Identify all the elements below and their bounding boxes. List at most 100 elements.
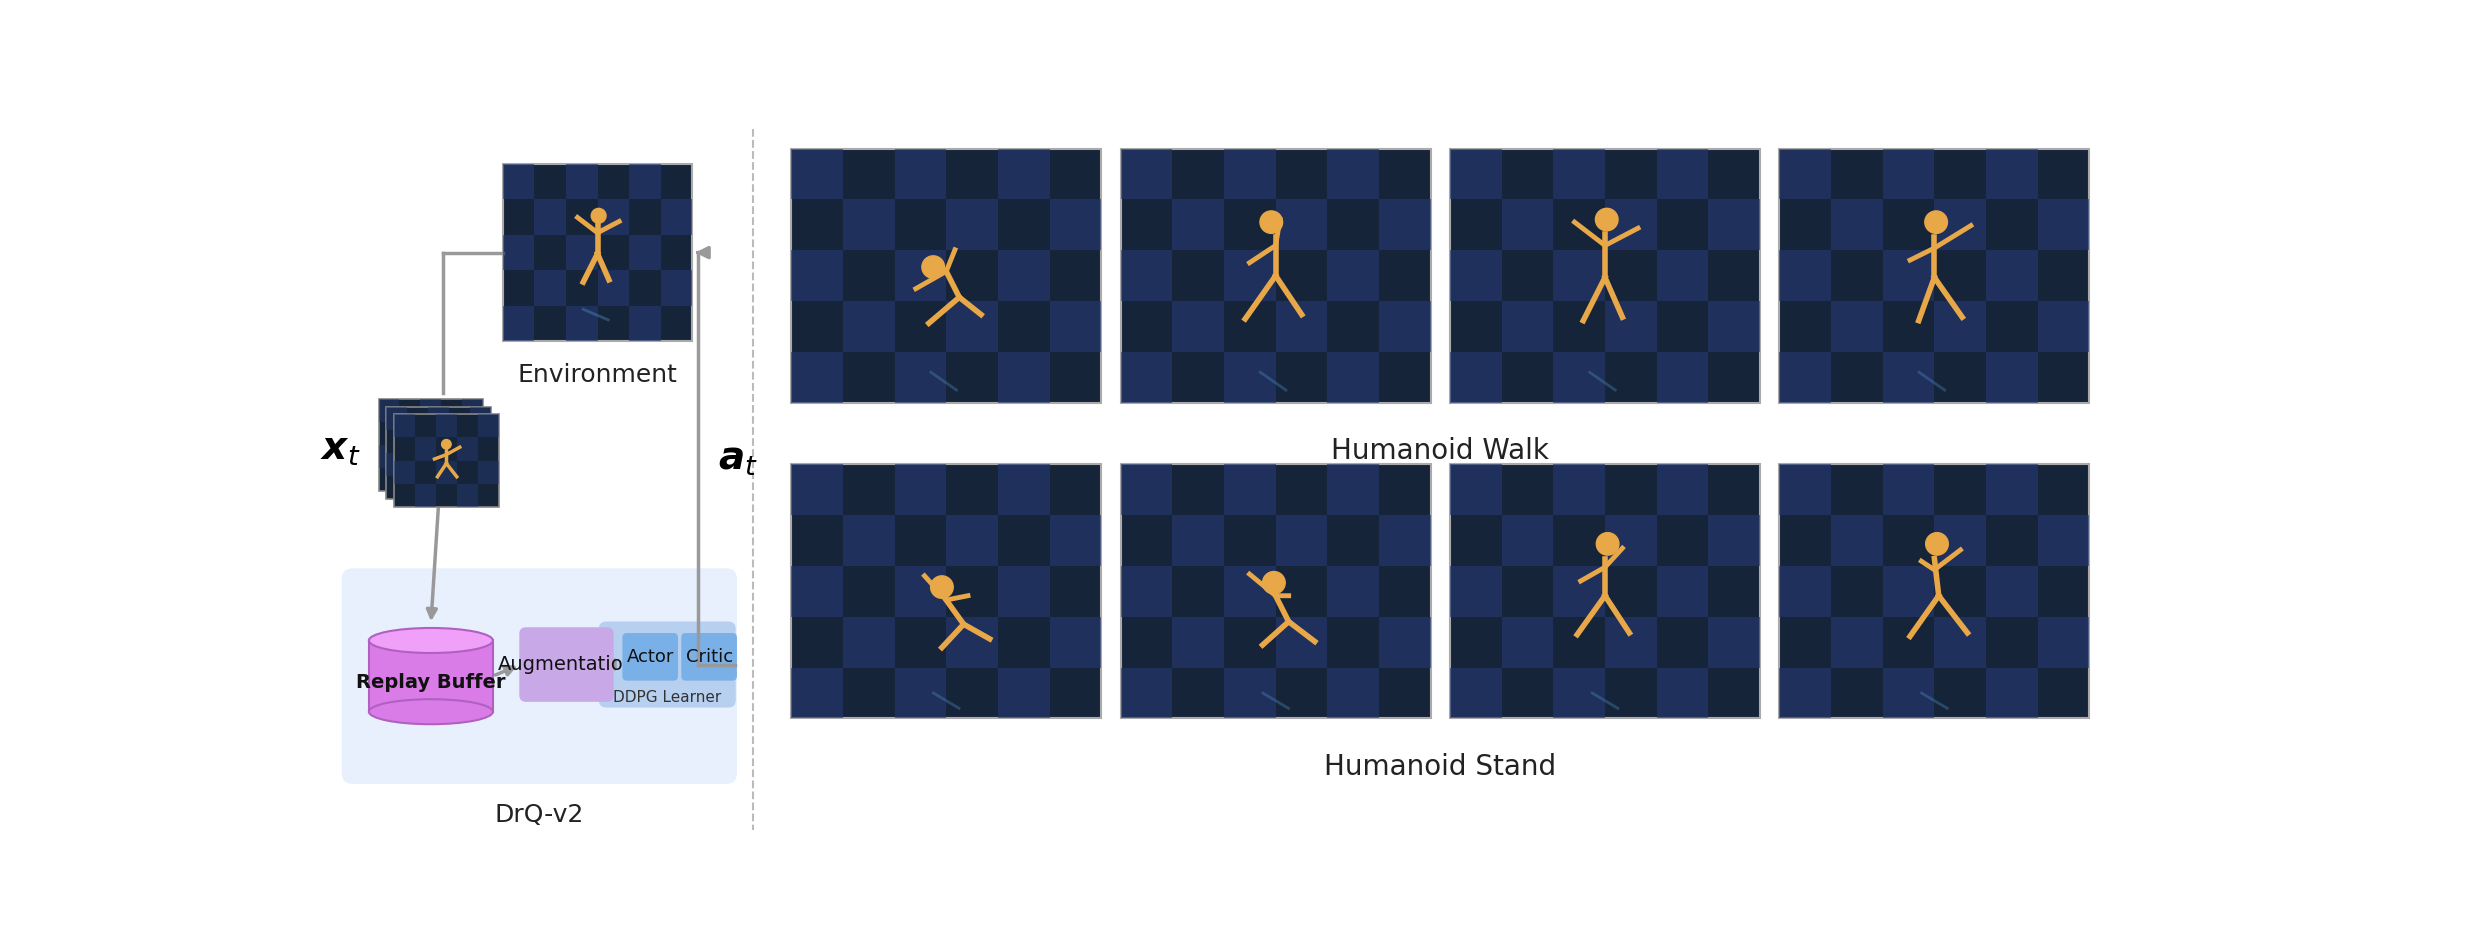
Bar xyxy=(567,164,597,200)
Circle shape xyxy=(1260,211,1283,234)
Bar xyxy=(997,566,1049,617)
Bar xyxy=(1656,148,1708,199)
Bar xyxy=(395,461,415,484)
Bar xyxy=(1554,566,1606,617)
Bar xyxy=(1882,148,1934,199)
Text: Actor: Actor xyxy=(626,648,674,666)
Bar xyxy=(1780,148,1832,199)
Bar xyxy=(597,200,629,235)
Bar xyxy=(1275,617,1328,668)
Circle shape xyxy=(1596,208,1618,231)
FancyBboxPatch shape xyxy=(1449,148,1760,403)
Bar xyxy=(502,306,534,341)
Bar xyxy=(1049,301,1101,352)
Bar xyxy=(1780,465,1832,515)
Bar xyxy=(435,414,457,437)
Circle shape xyxy=(443,440,450,449)
Bar xyxy=(450,429,470,453)
Bar xyxy=(1328,566,1380,617)
Bar xyxy=(1656,668,1708,718)
Text: Critic: Critic xyxy=(686,648,733,666)
Bar xyxy=(1832,200,1882,250)
Bar xyxy=(791,250,843,301)
Bar xyxy=(895,465,947,515)
Bar xyxy=(1328,250,1380,301)
Bar xyxy=(2039,515,2088,566)
FancyBboxPatch shape xyxy=(341,568,736,784)
Bar xyxy=(443,422,462,446)
Bar xyxy=(1986,148,2039,199)
Bar xyxy=(1656,250,1708,301)
Bar xyxy=(1606,301,1656,352)
Bar xyxy=(1986,465,2039,515)
Bar xyxy=(947,515,997,566)
FancyBboxPatch shape xyxy=(1121,465,1429,718)
Text: Augmentation: Augmentation xyxy=(497,656,636,674)
Bar xyxy=(895,566,947,617)
Bar xyxy=(997,250,1049,301)
Bar xyxy=(420,399,443,422)
Bar xyxy=(1049,515,1101,566)
Bar xyxy=(1328,465,1380,515)
Bar xyxy=(1780,250,1832,301)
Bar xyxy=(2039,200,2088,250)
Bar xyxy=(567,235,597,271)
Bar xyxy=(1832,515,1882,566)
FancyBboxPatch shape xyxy=(791,465,1101,718)
Bar xyxy=(462,399,482,422)
Bar xyxy=(457,484,477,506)
Bar xyxy=(1380,515,1429,566)
Bar xyxy=(400,468,420,491)
Bar xyxy=(947,617,997,668)
Bar xyxy=(385,453,408,476)
Bar xyxy=(1934,617,1986,668)
Bar xyxy=(1986,250,2039,301)
Ellipse shape xyxy=(368,628,492,653)
Bar xyxy=(1502,301,1554,352)
Bar xyxy=(1882,668,1934,718)
Bar xyxy=(1882,566,1934,617)
Bar xyxy=(567,306,597,341)
Bar xyxy=(1832,617,1882,668)
Bar xyxy=(895,352,947,403)
Bar xyxy=(1275,301,1328,352)
Bar xyxy=(1328,352,1380,403)
Bar xyxy=(895,250,947,301)
FancyBboxPatch shape xyxy=(395,414,500,506)
Bar xyxy=(435,461,457,484)
Bar xyxy=(1223,668,1275,718)
Bar xyxy=(1173,617,1223,668)
Bar xyxy=(1708,301,1760,352)
Circle shape xyxy=(1927,533,1949,555)
FancyBboxPatch shape xyxy=(599,622,736,707)
Bar xyxy=(1554,148,1606,199)
Bar xyxy=(385,407,408,429)
Bar xyxy=(1882,465,1934,515)
FancyBboxPatch shape xyxy=(1780,465,2088,718)
Circle shape xyxy=(1924,211,1947,234)
Bar xyxy=(1173,200,1223,250)
Bar xyxy=(947,301,997,352)
Bar xyxy=(1049,200,1101,250)
Bar xyxy=(1121,352,1173,403)
Bar xyxy=(1708,200,1760,250)
Bar xyxy=(1606,617,1656,668)
Bar xyxy=(997,465,1049,515)
Bar xyxy=(629,306,661,341)
Bar xyxy=(1223,352,1275,403)
Bar xyxy=(1780,352,1832,403)
Bar xyxy=(843,617,895,668)
Circle shape xyxy=(592,208,607,223)
Bar xyxy=(415,437,435,461)
Bar xyxy=(1121,566,1173,617)
FancyBboxPatch shape xyxy=(624,634,676,680)
Bar xyxy=(997,668,1049,718)
Bar xyxy=(791,148,843,199)
Bar xyxy=(1882,352,1934,403)
Bar xyxy=(1832,301,1882,352)
FancyBboxPatch shape xyxy=(1780,148,2088,403)
Bar xyxy=(462,446,482,468)
FancyBboxPatch shape xyxy=(791,148,1101,403)
Bar xyxy=(1708,617,1760,668)
Bar xyxy=(1223,566,1275,617)
